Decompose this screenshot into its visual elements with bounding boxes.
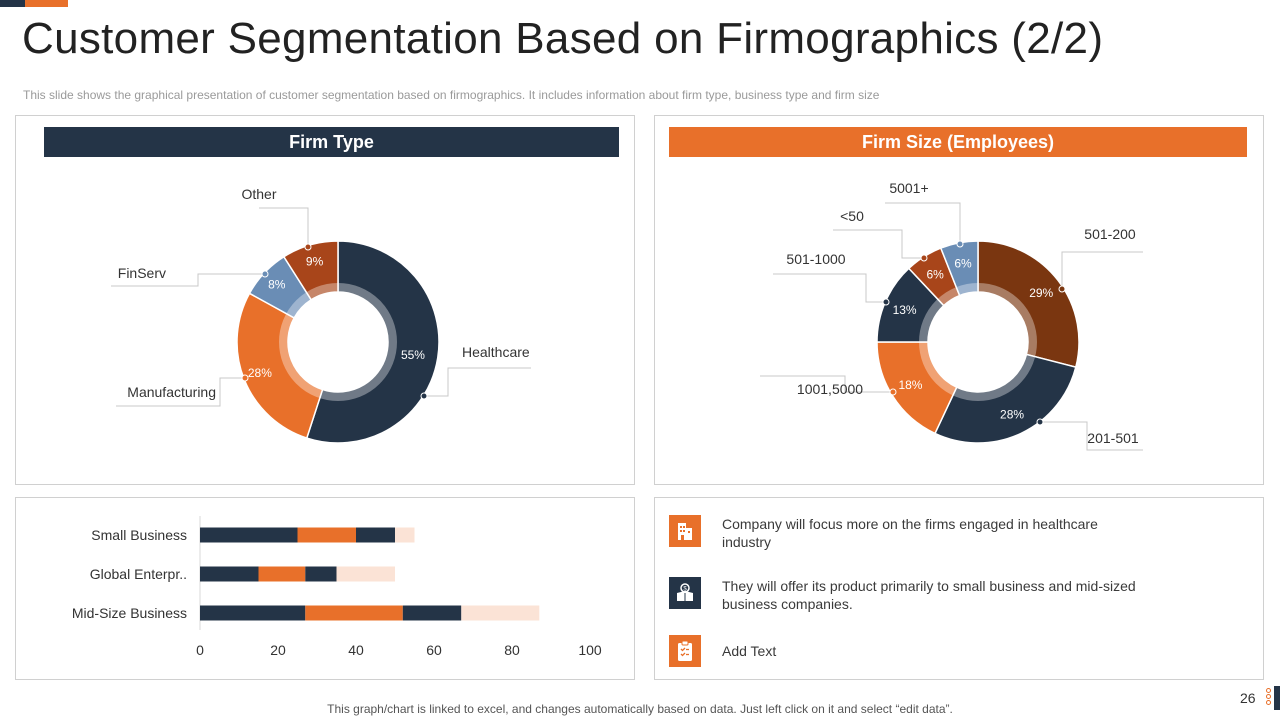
bar-x-tick-40: 40 [348,642,364,658]
bar-global-enterpr-series-1[interactable] [200,566,259,582]
bar-category-small-business: Small Business [91,527,187,543]
firm-size-header: Firm Size (Employees) [669,127,1247,157]
firm-type-leader-healthcare [424,367,531,397]
firm-type-donut-hole [288,292,388,392]
firm-size-pct-1001-5000: 18% [898,378,922,392]
firm-size-pct-50: 6% [926,267,944,281]
firm-type-marker-finserv [261,270,269,278]
business-type-panel: Small Business Global Enterpr.. Mid-Size B… [15,497,635,680]
bar-x-tick-20: 20 [270,642,286,658]
bar-x-tick-80: 80 [504,642,520,658]
bar-x-tick-100: 100 [578,642,602,658]
firm-type-inner-ring [279,283,397,401]
firm-size-label-201-501: 201-501 [1087,430,1139,446]
firm-type-pct-other: 9% [306,254,324,268]
info-text-small-business: They will offer its product primarily to… [722,578,1136,612]
firm-type-label-healthcare: Healthcare [462,344,530,360]
firm-type-panel: Firm Type Healthcare 55% Manufacturing 28% F… [15,115,635,485]
firm-size-marker-5001 [956,240,964,248]
page-number: 26 [1240,690,1256,706]
firm-size-label-50: <50 [840,208,864,224]
firm-size-leader-501-1000 [773,273,886,303]
info-text-healthcare: Company will focus more on the firms eng… [722,516,1098,550]
firm-size-leader-5001 [885,202,961,244]
svg-text:$: $ [683,587,687,593]
bar-category-global-enterpr: Global Enterpr.. [90,566,187,582]
bar-mid-size-business-series-2[interactable] [305,605,403,621]
firm-size-pct-201-501: 28% [1000,407,1024,421]
firm-size-leader-501-200 [1061,251,1143,289]
firm-size-marker-501-1000 [882,298,890,306]
firm-type-donut-chart[interactable]: Healthcare 55% Manufacturing 28% FinServ 8% Ot… [16,116,634,484]
firm-type-leader-manufacturing [116,377,245,407]
business-type-bar-chart[interactable]: Small Business Global Enterpr.. Mid-Size B… [16,498,634,679]
page-subtitle: This slide shows the graphical presentat… [23,88,880,102]
bar-small-business-series-3[interactable] [356,527,395,543]
firm-type-marker-healthcare [420,392,428,400]
firm-size-leader-201-501 [1040,421,1143,451]
firm-type-pct-manufacturing: 28% [248,366,272,380]
info-text-add-text[interactable]: Add Text [722,643,777,659]
firm-type-pct-healthcare: 55% [401,348,425,362]
top-accent-orange [25,0,68,7]
firm-type-marker-other [304,243,312,251]
insights-panel: Company will focus more on the firms eng… [654,497,1264,680]
firm-size-donut-hole [928,292,1028,392]
firm-size-pct-501-200: 29% [1029,286,1053,300]
firm-size-label-501-200: 501-200 [1084,226,1136,242]
firm-type-label-finserv: FinServ [118,265,166,281]
firm-size-pct-501-1000: 13% [893,303,917,317]
bar-mid-size-business-series-3[interactable] [402,605,462,621]
bar-x-tick-0: 0 [196,642,204,658]
firm-type-leader-other [259,207,309,247]
firm-size-label-501-1000: 501-1000 [786,251,845,267]
firm-type-label-manufacturing: Manufacturing [127,384,216,400]
firm-size-marker-501-200 [1058,285,1066,293]
firm-type-pct-finserv: 8% [268,277,286,291]
firm-size-marker-1001-5000 [889,388,897,396]
clipboard-icon [669,635,701,667]
firm-size-leader-1001-5000 [760,375,893,393]
firm-size-donut-chart[interactable]: 501-200 29% 201-501 28% 1001,5000 18% 501-1000… [655,116,1263,484]
top-accent-dark [0,0,25,7]
firm-type-leader-finserv [111,273,265,287]
firm-size-inner-ring [919,283,1037,401]
bar-mid-size-business-series-1[interactable] [200,605,306,621]
bar-x-tick-60: 60 [426,642,442,658]
side-dots-decoration [1266,688,1272,706]
firm-size-marker-201-501 [1036,418,1044,426]
firm-size-panel: Firm Size (Employees) 501-200 29% 201-501 2… [654,115,1264,485]
money-box-icon: $ [669,577,701,609]
firm-size-label-1001-5000: 1001,5000 [797,381,863,397]
firm-type-marker-manufacturing [241,374,249,382]
bar-small-business-series-4[interactable] [395,527,415,543]
bar-global-enterpr-series-4[interactable] [336,566,396,582]
page-title: Customer Segmentation Based on Firmograp… [22,14,1104,63]
firm-size-marker-50 [920,254,928,262]
bar-global-enterpr-series-3[interactable] [305,566,337,582]
footer-note: This graph/chart is linked to excel, and… [327,702,953,716]
firm-size-pct-5001: 6% [954,256,972,270]
firm-type-label-other: Other [241,186,276,202]
bar-mid-size-business-series-4[interactable] [461,605,540,621]
bar-small-business-series-2[interactable] [297,527,357,543]
building-icon [669,515,701,547]
bar-category-mid-size-business: Mid-Size Business [72,605,187,621]
bar-small-business-series-1[interactable] [200,527,298,543]
firm-size-leader-50 [833,229,924,259]
side-bar-decoration [1274,686,1280,710]
bar-global-enterpr-series-2[interactable] [258,566,306,582]
firm-size-label-5001: 5001+ [889,180,928,196]
firm-type-header: Firm Type [44,127,619,157]
